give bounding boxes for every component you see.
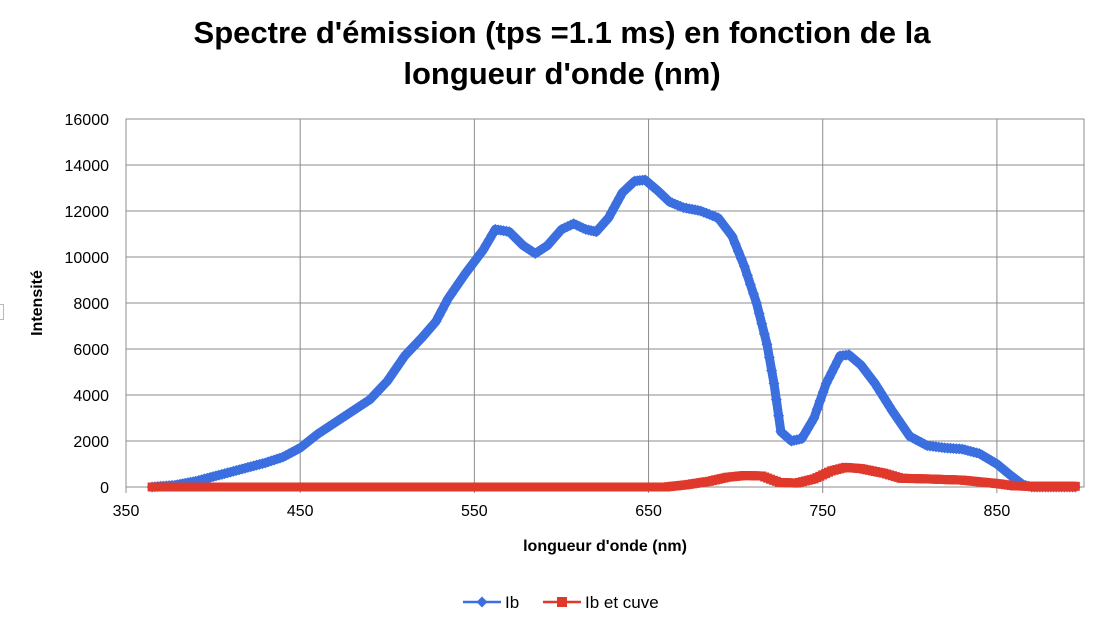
data-point — [1070, 481, 1080, 491]
legend-item-ib: Ib — [463, 593, 519, 612]
legend: Ib Ib et cuve — [463, 593, 659, 612]
y-tick-label: 8000 — [73, 296, 109, 313]
series-ib-et-cuve — [147, 462, 1080, 492]
data-point — [814, 395, 826, 407]
series-layer — [146, 174, 1081, 493]
x-tick-label: 750 — [809, 503, 836, 520]
chart-title-line-2: longueur d'onde (nm) — [403, 56, 720, 91]
y-tick-label: 2000 — [73, 434, 109, 451]
x-axis-title: longueur d'onde (nm) — [523, 538, 687, 555]
data-point — [770, 394, 782, 406]
legend-item-ib-et-cuve: Ib et cuve — [543, 593, 659, 612]
legend-label: Ib — [505, 593, 519, 612]
data-point — [761, 338, 773, 350]
series-ib — [146, 174, 1081, 493]
data-point — [741, 269, 753, 281]
grid — [125, 118, 1084, 493]
data-point — [808, 412, 820, 424]
y-axis-ticks: 0 2000 4000 6000 8000 10000 12000 14000 16000 — [65, 112, 110, 497]
y-tick-label: 4000 — [73, 388, 109, 405]
data-point — [773, 410, 785, 422]
chart-title-line-1: Spectre d'émission (tps =1.1 ms) en fonc… — [194, 15, 932, 50]
data-point — [811, 403, 823, 415]
y-tick-label: 0 — [100, 480, 109, 497]
x-tick-label: 850 — [984, 503, 1011, 520]
data-point — [763, 351, 775, 363]
x-tick-label: 550 — [461, 503, 488, 520]
y-tick-label: 10000 — [65, 250, 110, 267]
data-point — [768, 378, 780, 389]
data-point — [758, 328, 770, 340]
data-point — [744, 279, 756, 291]
data-point — [817, 386, 829, 398]
data-point — [766, 365, 778, 376]
data-point — [753, 307, 765, 319]
data-point — [751, 297, 762, 309]
y-axis-title: Intensité — [29, 270, 46, 336]
data-point — [756, 318, 768, 330]
x-axis-ticks: 350 450 550 650 750 850 — [113, 503, 1011, 520]
x-tick-label: 350 — [113, 503, 140, 520]
x-tick-label: 650 — [635, 503, 662, 520]
legend-label: Ib et cuve — [585, 593, 659, 612]
edge-handle — [0, 304, 4, 320]
y-tick-label: 6000 — [73, 342, 109, 359]
legend-diamond-marker-icon — [476, 596, 488, 608]
x-tick-label: 450 — [287, 503, 314, 520]
data-point — [738, 260, 750, 272]
y-tick-label: 16000 — [65, 112, 110, 129]
y-tick-label: 14000 — [65, 158, 110, 175]
legend-square-marker-icon — [557, 597, 567, 607]
y-tick-label: 12000 — [65, 204, 110, 221]
data-point — [748, 288, 759, 300]
